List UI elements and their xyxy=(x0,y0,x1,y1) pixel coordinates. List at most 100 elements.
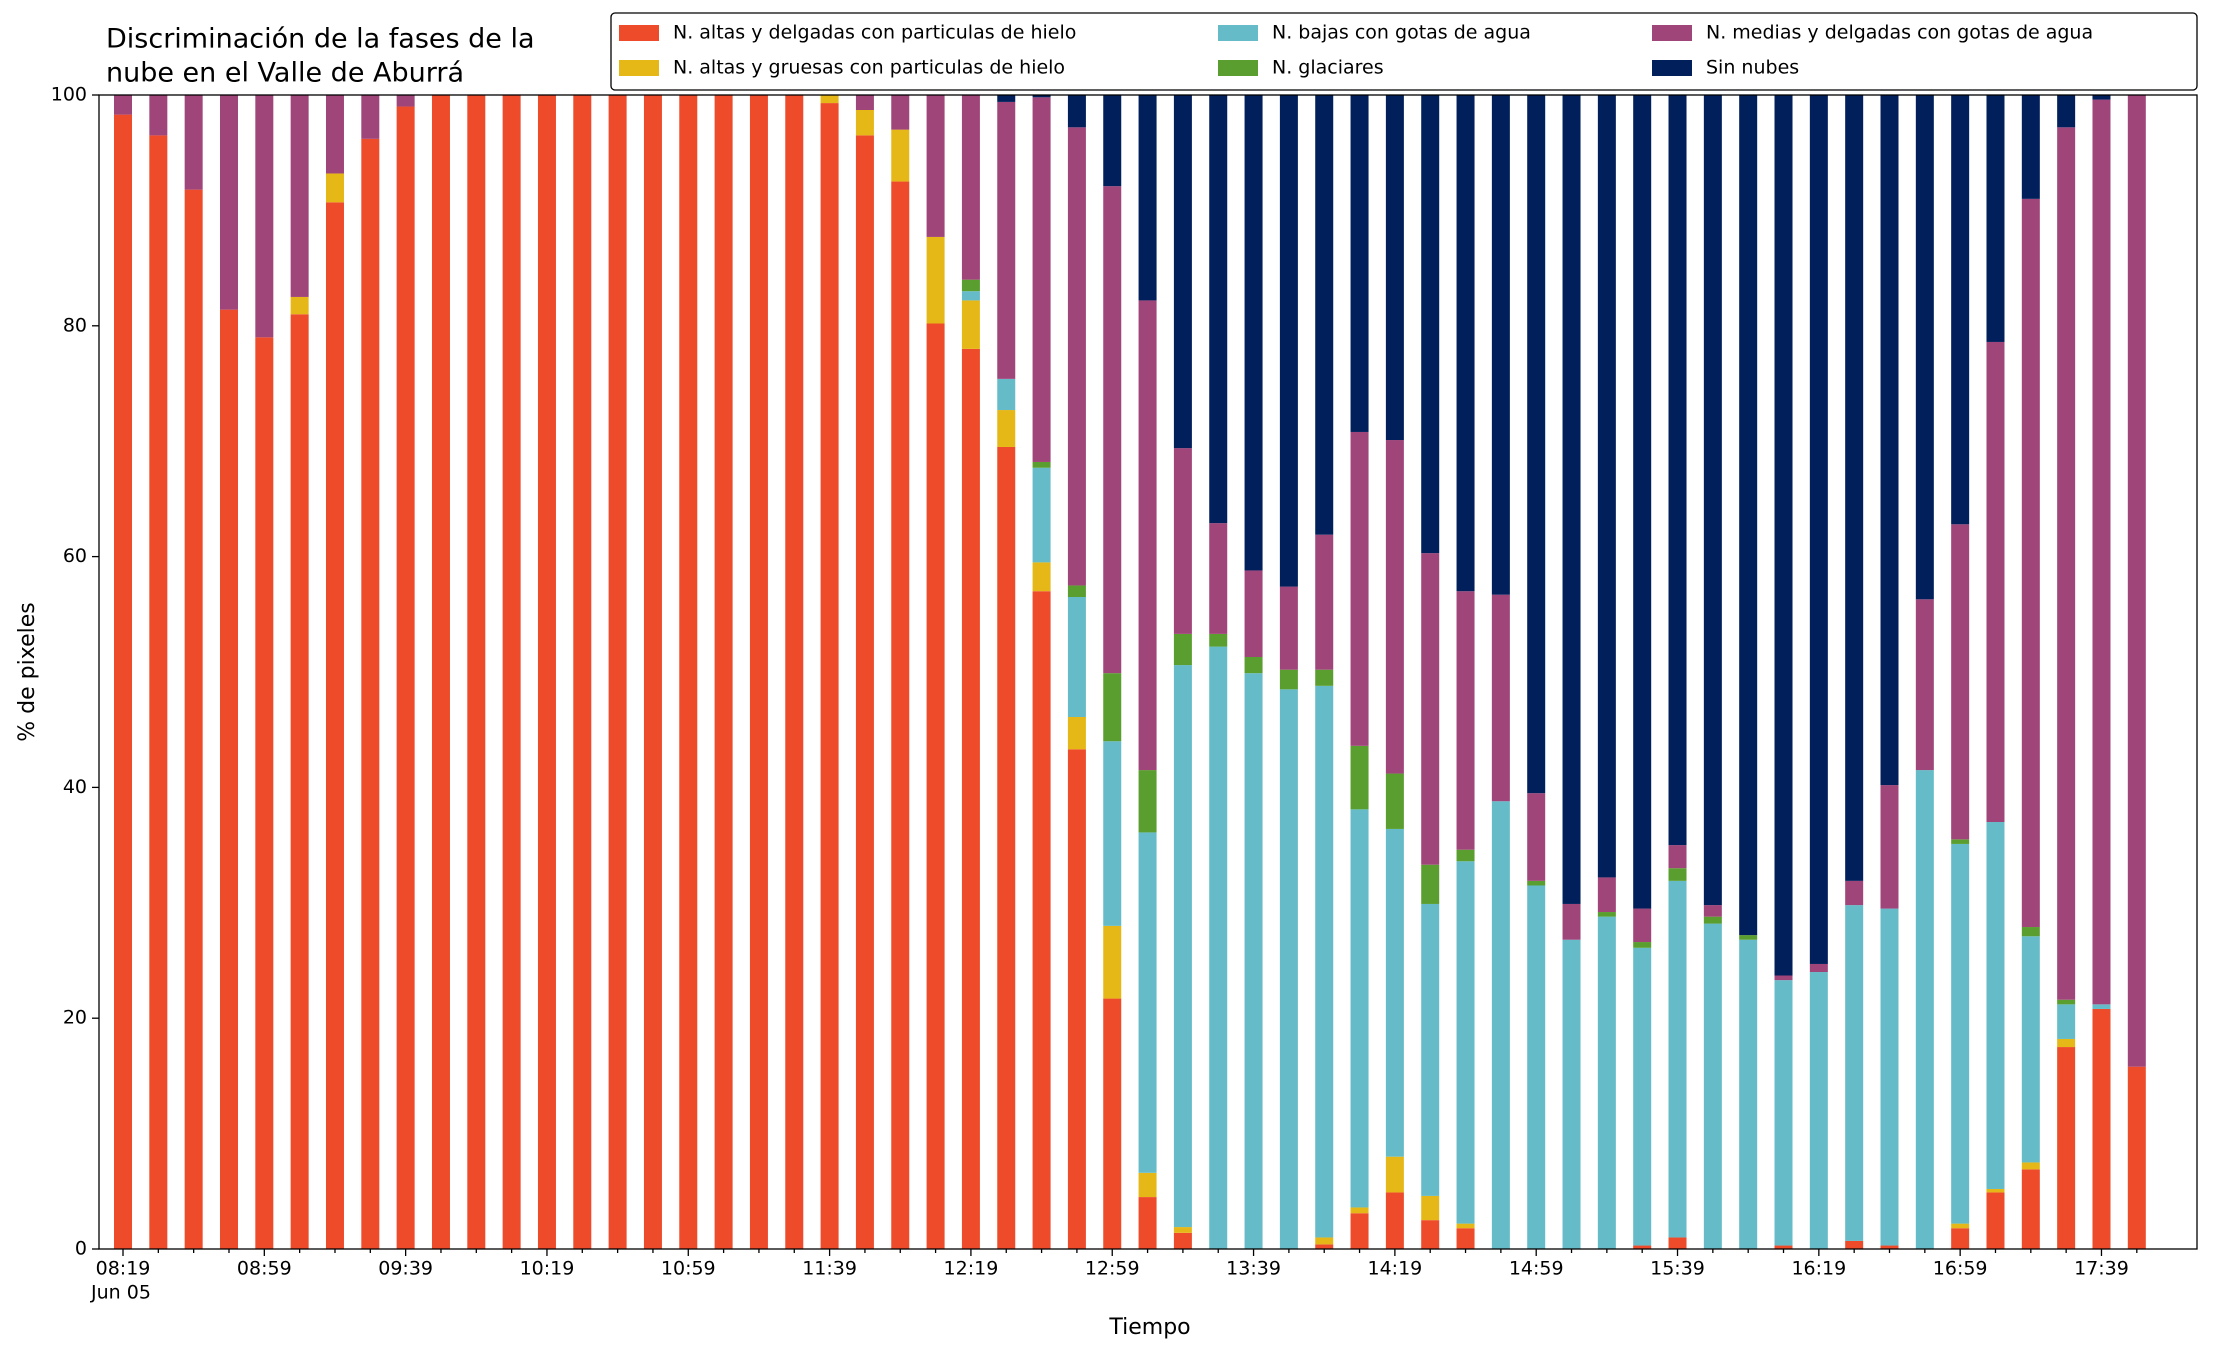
bar-segment xyxy=(1103,998,1122,1249)
bar-segment xyxy=(1244,656,1263,674)
bar-segment xyxy=(1279,586,1298,670)
bar-segment xyxy=(1809,95,1828,964)
bar-segment xyxy=(2057,1004,2076,1039)
bar-segment xyxy=(2092,1004,2111,1009)
axes-frame xyxy=(98,94,2198,1250)
bar-segment xyxy=(114,95,132,115)
bar-segment xyxy=(1385,440,1404,774)
bar-segment xyxy=(679,95,698,1249)
bar-segment xyxy=(1703,916,1722,924)
bar-segment xyxy=(1986,1188,2005,1193)
bar-segment xyxy=(1951,524,1970,840)
legend-label: N. medias y delgadas con gotas de agua xyxy=(1706,22,2093,44)
bar-segment xyxy=(1103,741,1122,926)
bar-segment xyxy=(2057,95,2076,128)
bar-segment xyxy=(2021,198,2040,928)
legend-swatch xyxy=(1652,25,1692,41)
bar-segment xyxy=(1103,925,1122,999)
legend-swatch xyxy=(619,25,659,41)
bar-segment xyxy=(2057,1038,2076,1048)
x-tick-label: 08:19 xyxy=(96,1258,151,1280)
bar-segment xyxy=(1421,95,1440,554)
bar-segment xyxy=(1739,95,1758,936)
bar-segment xyxy=(1138,300,1157,771)
bar-segment xyxy=(1951,1228,1970,1249)
bar-segment xyxy=(255,95,274,338)
bar-segment xyxy=(1774,980,1793,1246)
bar-segment xyxy=(1597,912,1616,917)
bar-segment xyxy=(1279,689,1298,1249)
bar-segment xyxy=(2127,95,2146,1067)
bar-segment xyxy=(1032,95,1051,98)
bar-segment xyxy=(290,314,309,1249)
x-tick-label: 11:39 xyxy=(802,1258,857,1280)
bar-segment xyxy=(997,378,1016,411)
bar-segment xyxy=(361,95,380,139)
bar-segment xyxy=(1032,467,1051,563)
bar-segment xyxy=(1668,95,1687,846)
bar-segment xyxy=(1456,95,1475,592)
bar-segment xyxy=(1173,665,1192,1228)
bar-segment xyxy=(1421,1220,1440,1249)
bar-segment xyxy=(1880,908,1899,1246)
bar-segment xyxy=(1491,95,1510,595)
bar-segment xyxy=(926,323,945,1249)
bar-segment xyxy=(1668,1237,1687,1249)
bar-segment xyxy=(714,95,733,1249)
bar-segment xyxy=(1067,717,1086,750)
bar-segment xyxy=(1315,534,1334,670)
bar-segment xyxy=(1385,1156,1404,1193)
bar-segment xyxy=(855,135,874,1249)
bar-segment xyxy=(1527,793,1546,881)
x-tick-label: 10:59 xyxy=(661,1258,716,1280)
bar-segment xyxy=(1385,773,1404,829)
legend-swatch xyxy=(1218,60,1258,76)
bar-segment xyxy=(1456,1228,1475,1249)
bar-segment xyxy=(1032,562,1051,592)
bar-segment xyxy=(149,95,168,136)
bar-segment xyxy=(1774,1245,1793,1249)
y-tick-label: 80 xyxy=(63,314,87,336)
x-tick-label: 09:39 xyxy=(378,1258,433,1280)
bar-segment xyxy=(1986,1192,2005,1249)
bar-segment xyxy=(1385,1192,1404,1249)
bar-segment xyxy=(926,236,945,324)
bar-segment xyxy=(2021,936,2040,1163)
bar-segment xyxy=(1067,585,1086,597)
y-tick-label: 40 xyxy=(63,776,87,798)
y-tick-label: 60 xyxy=(63,545,87,567)
bar-segment xyxy=(502,95,521,1249)
bar-segment xyxy=(1385,828,1404,1157)
bar-segment xyxy=(1562,939,1581,1249)
bar-segment xyxy=(1633,908,1652,943)
bar-segment xyxy=(149,135,168,1249)
bar-segment xyxy=(396,106,415,1249)
legend-swatch xyxy=(1218,25,1258,41)
bar-segment xyxy=(1421,903,1440,1196)
bar-segment xyxy=(1209,523,1228,634)
x-tick-label: 12:59 xyxy=(1085,1258,1140,1280)
bar-segment xyxy=(1668,868,1687,881)
bar-segment xyxy=(1350,1213,1369,1249)
bar-segment xyxy=(1668,880,1687,1238)
bar-segment xyxy=(1279,669,1298,690)
bar-segment xyxy=(855,110,874,136)
bar-segment xyxy=(325,173,344,203)
bar-segment xyxy=(2092,95,2111,100)
bar-segment xyxy=(1067,596,1086,718)
bar-segment xyxy=(997,95,1016,102)
bar-segment xyxy=(1915,95,1934,600)
bar-segment xyxy=(325,95,344,174)
bar-segment xyxy=(1527,885,1546,1249)
bar-segment xyxy=(855,95,874,111)
bar-segment xyxy=(820,95,839,104)
bar-segment xyxy=(1315,685,1334,1238)
bar-segment xyxy=(290,296,309,315)
bar-segment xyxy=(255,337,274,1250)
bar-segment xyxy=(997,410,1016,447)
x-axis-label: Tiempo xyxy=(1108,1315,1190,1340)
bar-segment xyxy=(1597,95,1616,878)
bar-segment xyxy=(1279,95,1298,587)
bar-segment xyxy=(1491,801,1510,1249)
bar-segment xyxy=(891,129,910,182)
